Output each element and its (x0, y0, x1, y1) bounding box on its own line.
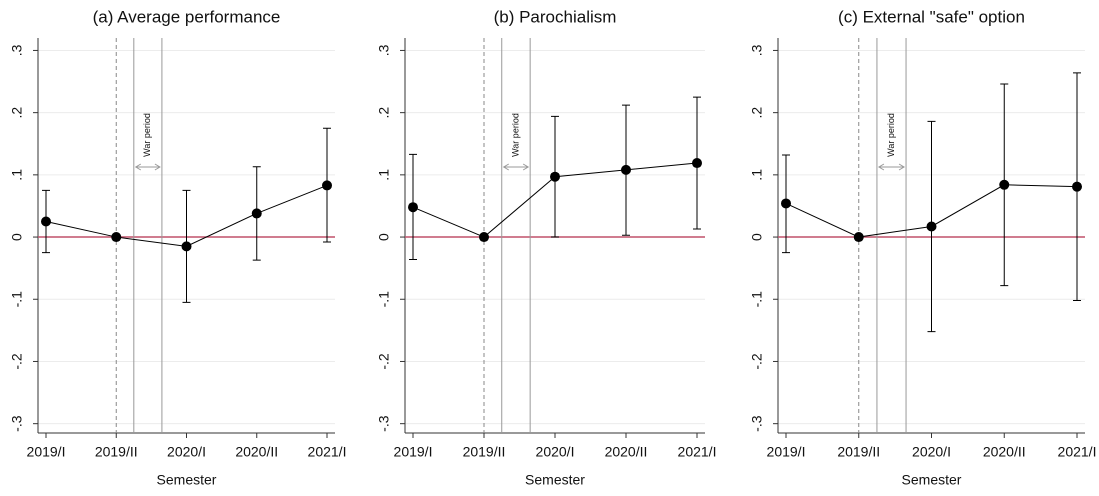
x-tick-label: 2020/II (235, 444, 278, 460)
point (692, 158, 702, 169)
y-tick-label: 0 (9, 233, 25, 241)
x-tick-label: 2019/II (463, 444, 506, 460)
y-tick-label: .1 (749, 169, 765, 181)
point (550, 171, 560, 182)
y-tick-label: -.1 (376, 291, 392, 308)
annotation-arrow (877, 163, 906, 171)
point (408, 202, 418, 213)
point (999, 179, 1010, 190)
x-tick-label: 2019/II (95, 444, 138, 460)
point (41, 216, 51, 227)
y-tick-label: -.1 (749, 291, 765, 308)
y-tick-label: -.2 (9, 353, 25, 370)
y-tick-label: -.1 (9, 291, 25, 308)
point (181, 241, 192, 252)
x-tick-label: 2020/II (983, 444, 1026, 460)
x-tick-label: 2019/I (394, 444, 433, 460)
y-tick-label: .2 (376, 107, 392, 119)
y-tick-label: -.3 (9, 415, 25, 432)
y-tick-label: .1 (376, 169, 392, 181)
x-axis-label: Semester (525, 472, 585, 488)
x-axis-label: Semester (157, 472, 217, 488)
x-tick-label: 2021/I (678, 444, 717, 460)
x-tick-label: 2021/I (308, 444, 347, 460)
point (251, 208, 262, 219)
x-tick-label: 2019/I (27, 444, 66, 460)
annotation-arrow (502, 163, 530, 171)
annotation: War period (886, 113, 896, 157)
y-tick-label: 0 (749, 233, 765, 241)
y-tick-label: .2 (749, 107, 765, 119)
y-tick-label: .1 (9, 169, 25, 181)
point (1072, 181, 1082, 192)
x-tick-label: 2020/II (605, 444, 648, 460)
chart-title: (c) External "safe" option (838, 7, 1025, 26)
y-tick-label: .3 (749, 44, 765, 56)
point (781, 198, 791, 209)
chart-title: (b) Parochialism (494, 7, 617, 26)
y-tick-label: .3 (9, 44, 25, 56)
y-tick-label: -.2 (749, 353, 765, 370)
x-tick-label: 2019/II (837, 444, 880, 460)
point (621, 164, 631, 175)
x-axis-label: Semester (902, 472, 962, 488)
point (111, 232, 122, 243)
x-tick-label: 2020/I (167, 444, 206, 460)
point (322, 180, 332, 191)
annotation-arrow (134, 163, 161, 171)
annotation: War period (142, 113, 152, 157)
x-tick-label: 2020/I (536, 444, 575, 460)
point (479, 232, 489, 243)
point (926, 221, 937, 232)
x-tick-label: 2021/I (1058, 444, 1097, 460)
x-tick-label: 2020/I (912, 444, 951, 460)
y-tick-label: -.2 (376, 353, 392, 370)
y-tick-label: 0 (376, 233, 392, 241)
x-tick-label: 2019/I (767, 444, 806, 460)
y-tick-label: .3 (376, 44, 392, 56)
y-tick-label: .2 (9, 107, 25, 119)
y-tick-label: -.3 (749, 415, 765, 432)
chart-title: (a) Average performance (93, 7, 281, 26)
annotation: War period (510, 113, 520, 157)
point (853, 232, 864, 243)
y-tick-label: -.3 (376, 415, 392, 432)
